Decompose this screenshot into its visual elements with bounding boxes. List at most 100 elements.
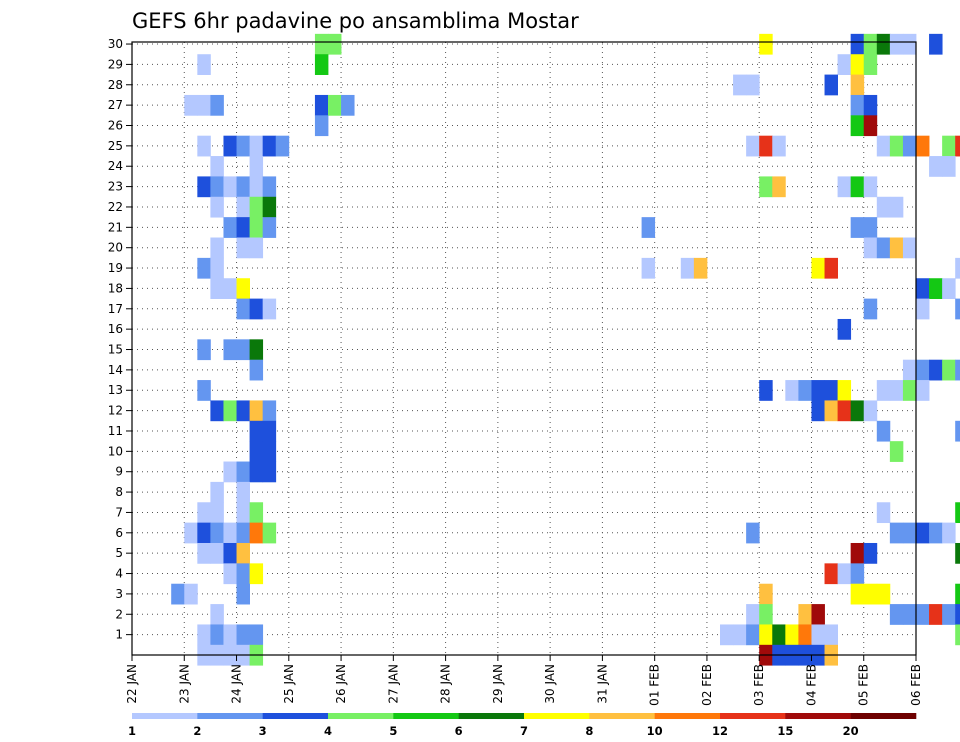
colorbar-label: 1 <box>128 724 136 738</box>
precip-cell <box>824 257 838 279</box>
precip-cell <box>249 237 264 259</box>
precip-cell <box>929 278 943 300</box>
precip-cell <box>850 115 865 137</box>
y-tick-label: 11 <box>108 424 123 438</box>
precip-cell <box>850 94 865 116</box>
precip-cell <box>210 278 224 300</box>
precip-cell <box>223 461 237 483</box>
y-tick-label: 12 <box>108 404 123 418</box>
precip-cell <box>863 237 878 259</box>
precip-cell <box>236 339 250 361</box>
x-tick-label: 06 FEB <box>909 664 923 706</box>
y-tick-label: 18 <box>108 281 123 295</box>
y-tick-label: 29 <box>108 57 123 71</box>
precip-cell <box>249 339 264 361</box>
precip-cell <box>249 176 264 198</box>
precip-cell <box>824 563 838 585</box>
precip-cell <box>210 400 224 422</box>
precip-cell <box>955 298 960 320</box>
x-tick-label: 04 FEB <box>804 664 818 706</box>
precip-cell <box>850 400 865 422</box>
precip-cell <box>223 217 237 238</box>
precip-cell <box>197 257 211 279</box>
y-tick-label: 6 <box>115 526 123 540</box>
precip-cell <box>863 176 878 198</box>
y-tick-label: 26 <box>108 118 123 132</box>
precip-cell <box>837 400 852 422</box>
y-tick-label: 1 <box>115 628 123 642</box>
precip-cell <box>876 420 891 442</box>
precip-cell <box>772 176 786 198</box>
x-tick-label: 01 FEB <box>648 664 662 706</box>
y-tick-label: 28 <box>108 78 123 92</box>
precip-cell <box>236 298 250 320</box>
precip-cell <box>184 94 198 116</box>
precip-cell <box>680 257 695 279</box>
precip-cell <box>902 237 917 259</box>
precip-cell <box>811 380 825 401</box>
precip-cell <box>916 298 930 320</box>
y-tick-label: 17 <box>108 302 123 316</box>
colorbar-swatch <box>589 713 655 719</box>
precip-cell <box>942 278 956 300</box>
x-axis-dates: 22 JAN 23 JAN 24 JAN 25 JAN 26 JAN 27 JAN 28 J… <box>125 655 923 706</box>
precip-cell <box>837 176 852 198</box>
precip-cell <box>955 502 960 524</box>
precip-cell <box>223 339 237 361</box>
precip-cell <box>837 380 852 401</box>
precip-cell <box>262 196 277 218</box>
precip-cell <box>223 563 237 585</box>
colorbar-label: 8 <box>585 724 593 738</box>
x-tick-label: 23 JAN <box>177 664 191 704</box>
precip-cell <box>236 624 250 646</box>
precip-cell <box>262 522 277 544</box>
precip-cell <box>341 94 355 116</box>
precip-cell <box>210 176 224 198</box>
precip-cell <box>876 196 891 218</box>
colorbar-label: 15 <box>777 724 793 738</box>
precip-cell <box>262 298 277 320</box>
precip-cell <box>759 624 773 646</box>
precip-cell <box>223 278 237 300</box>
precip-cell <box>262 461 277 483</box>
precip-cell <box>746 624 760 646</box>
precip-cell <box>850 33 865 55</box>
precip-cell <box>759 176 773 198</box>
precip-cell <box>249 420 264 442</box>
x-tick-label: 28 JAN <box>439 664 453 704</box>
colorbar-label: 20 <box>843 724 859 738</box>
y-tick-label: 4 <box>115 567 123 581</box>
precip-cell <box>772 135 786 157</box>
x-tick-label: 25 JAN <box>282 664 296 704</box>
precip-cell <box>223 522 237 544</box>
precip-cell <box>328 33 342 55</box>
precip-cell <box>889 196 904 218</box>
precip-cell <box>916 380 930 401</box>
precip-cell <box>249 359 264 381</box>
precip-cell <box>785 624 799 646</box>
precip-cell <box>798 604 812 625</box>
precip-cell <box>876 380 891 401</box>
precip-cell <box>837 563 852 585</box>
colorbar-label: 7 <box>520 724 528 738</box>
precip-cell <box>889 522 904 544</box>
y-tick-label: 9 <box>115 465 123 479</box>
y-tick-label: 16 <box>108 322 123 336</box>
precip-cell <box>942 522 956 544</box>
precip-cell <box>850 217 865 238</box>
precip-cell <box>249 563 264 585</box>
precip-cell <box>759 135 773 157</box>
precip-cell <box>798 380 812 401</box>
y-tick-label: 27 <box>108 98 123 112</box>
y-tick-label: 3 <box>115 587 123 601</box>
precip-cell <box>236 237 250 259</box>
precip-cell <box>863 542 878 564</box>
precip-cell <box>929 156 943 177</box>
precip-cell <box>262 400 277 422</box>
precip-cell <box>236 481 250 503</box>
colorbar-swatch <box>328 713 394 719</box>
precip-cell <box>929 359 943 381</box>
precip-cell <box>916 135 930 157</box>
precip-cell <box>902 604 917 625</box>
